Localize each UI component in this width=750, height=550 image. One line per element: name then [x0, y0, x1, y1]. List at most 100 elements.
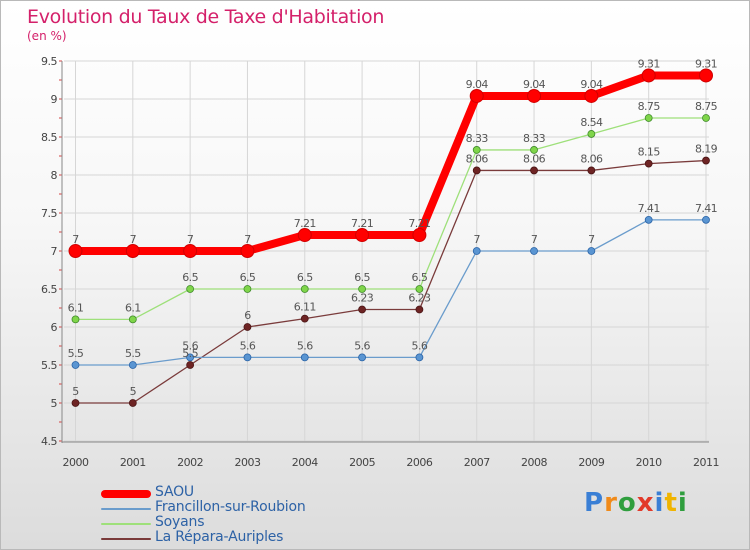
- legend-label: SAOU: [155, 484, 194, 500]
- data-point: [469, 88, 484, 103]
- data-point: [71, 361, 80, 369]
- data-point: [415, 305, 424, 314]
- data-label: 5.6: [412, 339, 428, 352]
- data-label: 7: [474, 233, 481, 246]
- data-label: 8.06: [466, 152, 489, 165]
- data-label: 6.23: [351, 292, 374, 305]
- y-tick-label: 9.5: [41, 55, 57, 68]
- data-label: 9.04: [580, 78, 603, 91]
- legend-swatch: [101, 538, 151, 540]
- x-tick-label: 2002: [177, 456, 203, 469]
- logo-letter: P: [584, 488, 605, 518]
- x-tick-label: 2007: [464, 456, 490, 469]
- data-label: 7: [531, 233, 538, 246]
- legend-label: Francillon-sur-Roubion: [155, 499, 306, 515]
- data-label: 8.06: [580, 152, 603, 165]
- y-tick-label: 5.5: [41, 359, 57, 372]
- series-line: [75, 71, 706, 255]
- data-point: [300, 314, 309, 323]
- data-point: [702, 114, 710, 122]
- data-label: 5.6: [297, 339, 313, 352]
- data-point: [300, 285, 309, 293]
- data-label: 7: [244, 233, 251, 246]
- y-tick-label: 7: [51, 245, 58, 258]
- data-label: 8.19: [695, 143, 718, 156]
- data-label: 6.1: [125, 301, 141, 314]
- data-label: 6.5: [182, 271, 198, 284]
- data-point: [530, 247, 538, 255]
- data-label: 7.21: [294, 217, 316, 230]
- series-francillon-sur-roubion: [71, 215, 710, 369]
- data-label: 7.21: [351, 217, 373, 230]
- x-tick-label: 2001: [120, 456, 146, 469]
- data-label: 9.04: [523, 78, 546, 91]
- data-point: [584, 88, 599, 103]
- data-point: [644, 215, 653, 224]
- legend-swatch: [101, 508, 151, 510]
- legend-label: Soyans: [155, 514, 205, 530]
- y-tick-label: 8.5: [41, 131, 57, 144]
- x-tick-label: 2006: [406, 456, 432, 469]
- data-label: 5.6: [240, 339, 256, 352]
- data-point: [186, 361, 195, 369]
- x-tick-label: 2000: [63, 456, 89, 469]
- data-point: [243, 285, 252, 293]
- data-point: [125, 244, 140, 258]
- data-label: 8.33: [466, 132, 489, 145]
- data-label: 7.21: [408, 217, 430, 230]
- y-tick-label: 9: [51, 93, 58, 106]
- data-label: 6.23: [408, 292, 431, 305]
- data-label: 7: [130, 233, 137, 246]
- data-label: 6: [244, 309, 251, 322]
- series-saou: [68, 68, 713, 258]
- logo-letter: r: [604, 488, 618, 518]
- data-point: [71, 315, 80, 324]
- y-tick-label: 7.5: [41, 207, 57, 220]
- data-point: [587, 166, 596, 175]
- data-point: [243, 353, 252, 362]
- x-tick-label: 2010: [636, 456, 662, 469]
- data-label: 8.06: [523, 152, 546, 165]
- data-label: 5.5: [182, 347, 198, 360]
- data-label: 7: [72, 233, 79, 246]
- data-label: 5: [130, 385, 137, 398]
- data-point: [358, 305, 366, 314]
- data-point: [240, 244, 255, 258]
- data-label: 6.1: [68, 301, 84, 314]
- axes: 4.5 5 5.5 6 6.5 7 7.5 8 8.5 9 9.5 2000 2001 2002 2003 2…: [41, 55, 720, 469]
- series-la-r-para-auriples: [71, 156, 710, 407]
- logo-letter: t: [664, 488, 678, 518]
- logo-letter: i: [654, 488, 665, 518]
- data-point: [472, 146, 481, 154]
- data-point: [644, 159, 653, 168]
- series-line: [75, 159, 707, 404]
- legend-swatch: [101, 490, 151, 498]
- grid-lines: [64, 60, 709, 442]
- data-point: [415, 353, 424, 362]
- x-tick-label: 2003: [234, 456, 260, 469]
- data-label: 5.5: [68, 347, 84, 360]
- data-point: [358, 353, 366, 362]
- data-label: 6.5: [297, 271, 313, 284]
- data-label: 7.41: [695, 202, 717, 215]
- data-label: 8.54: [580, 116, 603, 129]
- data-point: [243, 323, 252, 331]
- data-label: 8.33: [523, 132, 546, 145]
- proxiti-logo: Proxiti: [584, 488, 688, 518]
- data-point: [702, 156, 710, 165]
- data-label: 9.04: [466, 78, 489, 91]
- data-label: 6.5: [412, 271, 428, 284]
- x-tick-label: 2005: [349, 456, 375, 469]
- data-point: [641, 68, 656, 83]
- data-point: [300, 353, 309, 362]
- data-label: 5.6: [182, 339, 198, 352]
- data-point: [644, 114, 653, 122]
- x-tick-label: 2004: [292, 456, 318, 469]
- logo-letter: i: [677, 488, 688, 518]
- logo-letter: o: [617, 488, 637, 518]
- data-point: [128, 399, 137, 407]
- data-point: [415, 285, 424, 293]
- data-point: [412, 228, 427, 243]
